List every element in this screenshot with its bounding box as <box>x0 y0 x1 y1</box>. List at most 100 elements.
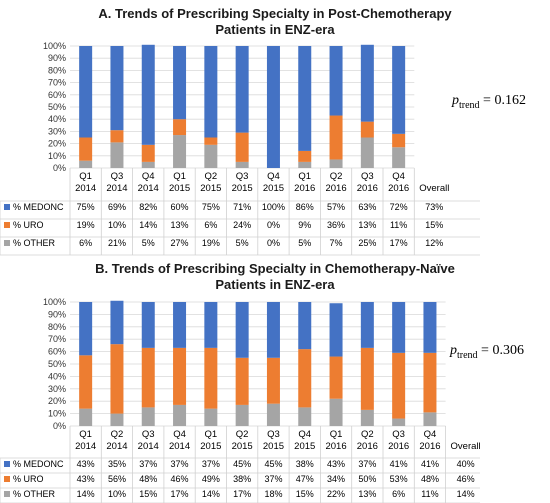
chart-b-bar-segment <box>141 347 155 408</box>
chart-b-bar-segment <box>298 407 312 426</box>
chart-b-series-name: % URO <box>13 474 44 484</box>
chart-a-bar-segment <box>235 132 249 162</box>
chart-b-bar-segment <box>266 403 280 426</box>
chart-b-bar-segment <box>79 355 93 409</box>
chart-a-data-label: 13% <box>171 220 189 230</box>
chart-b-overall-value: 14% <box>457 489 475 499</box>
chart-b-bar-segment <box>204 302 218 348</box>
chart-a-data-label: 75% <box>77 202 95 212</box>
chart-b-bar-segment <box>392 352 406 419</box>
chart-a-overall-value: 12% <box>425 238 443 248</box>
chart-b-xtick-quarter: Q1 <box>79 429 92 440</box>
chart-a-title: A. Trends of Prescribing Specialty in Po… <box>0 6 550 38</box>
chart-a-xtick-quarter: Q1 <box>79 171 92 182</box>
chart-a-data-label: 19% <box>202 238 220 248</box>
chart-b-bar-segment <box>298 302 312 350</box>
chart-b-data-label: 14% <box>202 489 220 499</box>
chart-a-bar-segment <box>329 46 343 116</box>
chart-a-bar-segment <box>329 159 343 168</box>
chart-a-bar-segment <box>173 46 187 120</box>
chart-b-data-label: 37% <box>139 459 157 469</box>
chart-a-bar-segment <box>298 161 312 168</box>
chart-a-ytick-label: 60% <box>48 90 66 100</box>
chart-a-data-label: 24% <box>233 220 251 230</box>
chart-b-xtick-quarter: Q1 <box>330 429 343 440</box>
chart-b-bar-segment <box>329 303 343 357</box>
chart-a-data-label: 0% <box>267 220 280 230</box>
chart-b-data-label: 11% <box>421 489 438 499</box>
chart-a-xtick-year: 2014 <box>138 183 159 194</box>
chart-a-data-label: 36% <box>327 220 345 230</box>
chart-b-p-label: p <box>450 343 457 358</box>
chart-b-xtick-year: 2015 <box>232 441 253 452</box>
chart-a-xtick-quarter: Q3 <box>111 171 124 182</box>
chart-b-data-label: 48% <box>421 474 439 484</box>
chart-b-data-label: 43% <box>77 474 95 484</box>
chart-b-bar-segment <box>423 352 437 413</box>
chart-a-overall-value: 73% <box>425 202 443 212</box>
chart-b-legend-swatch <box>4 461 10 467</box>
chart-b-ytick-label: 40% <box>48 371 66 381</box>
chart-b-overall-value: 40% <box>457 459 475 469</box>
chart-a-data-label: 7% <box>330 238 343 248</box>
chart-b-bar-segment <box>141 302 155 348</box>
chart-a-data-label: 75% <box>202 202 220 212</box>
chart-b-ytick-label: 90% <box>48 309 66 319</box>
chart-b-data-label: 15% <box>296 489 314 499</box>
chart-b-title: B. Trends of Prescribing Specialty in Ch… <box>0 261 550 293</box>
chart-b-xtick-quarter: Q4 <box>298 429 311 440</box>
chart-b-xtick-year: 2014 <box>75 441 96 452</box>
chart-b-data-label: 22% <box>327 489 345 499</box>
chart-a-ytick-label: 10% <box>48 151 66 161</box>
chart-a-xtick-quarter: Q4 <box>267 171 280 182</box>
chart-b-xtick-year: 2015 <box>200 441 221 452</box>
chart-a-xtick-quarter: Q2 <box>330 171 343 182</box>
chart-a-bar-segment <box>79 160 93 168</box>
chart-b-xtick-year: 2014 <box>169 441 190 452</box>
chart-b-data-label: 48% <box>139 474 157 484</box>
chart-a-xtick-quarter: Q4 <box>142 171 155 182</box>
chart-a-ytick-label: 50% <box>48 102 66 112</box>
chart-a-bar-segment <box>110 46 124 131</box>
chart-b-legend-swatch <box>4 491 10 497</box>
chart-b-legend-swatch <box>4 476 10 482</box>
chart-b-xtick-quarter: Q3 <box>142 429 155 440</box>
chart-a-bar-segment <box>173 119 187 136</box>
chart-b-xtick-quarter: Q4 <box>173 429 186 440</box>
chart-a-bar-segment <box>360 121 374 138</box>
chart-b-ytick-label: 50% <box>48 359 66 369</box>
chart-a-bar-segment <box>79 137 93 161</box>
chart-b-ytick-label: 0% <box>53 421 66 431</box>
chart-a-xtick-year: 2015 <box>263 183 284 194</box>
chart-b-ytick-label: 70% <box>48 334 66 344</box>
chart-a-data-label: 10% <box>108 220 126 230</box>
chart-b-data-label: 47% <box>296 474 314 484</box>
chart-a-xtick-quarter: Q2 <box>205 171 218 182</box>
chart-a-legend-swatch <box>4 204 10 210</box>
chart-a-bar-segment <box>79 46 93 138</box>
chart-b-data-label: 45% <box>233 459 251 469</box>
chart-a-data-label: 13% <box>358 220 376 230</box>
chart-b-bar-segment <box>204 408 218 426</box>
chart-b-data-label: 37% <box>171 459 189 469</box>
chart-a-bar-segment <box>360 137 374 168</box>
chart-a-data-label: 60% <box>171 202 189 212</box>
chart-a-xtick-year: 2014 <box>106 183 127 194</box>
chart-b-xtick-quarter: Q2 <box>236 429 249 440</box>
chart-b-data-label: 46% <box>171 474 189 484</box>
chart-b-bar-segment <box>266 357 280 404</box>
chart-a-series-name: % URO <box>13 220 44 230</box>
chart-a-data-label: 72% <box>390 202 408 212</box>
chart-a-bar-segment <box>298 46 312 151</box>
chart-b-data-label: 50% <box>358 474 376 484</box>
chart-a-legend-swatch <box>4 222 10 228</box>
chart-b-xtick-quarter: Q4 <box>424 429 437 440</box>
chart-a-data-label: 25% <box>358 238 376 248</box>
chart-b-bar-segment <box>110 300 124 345</box>
chart-a-overall-value: 15% <box>425 220 443 230</box>
chart-b-ytick-label: 100% <box>43 297 66 307</box>
chart-a-data-label: 86% <box>296 202 314 212</box>
chart-a-xtick-quarter: Q3 <box>361 171 374 182</box>
chart-b-data-label: 43% <box>327 459 345 469</box>
